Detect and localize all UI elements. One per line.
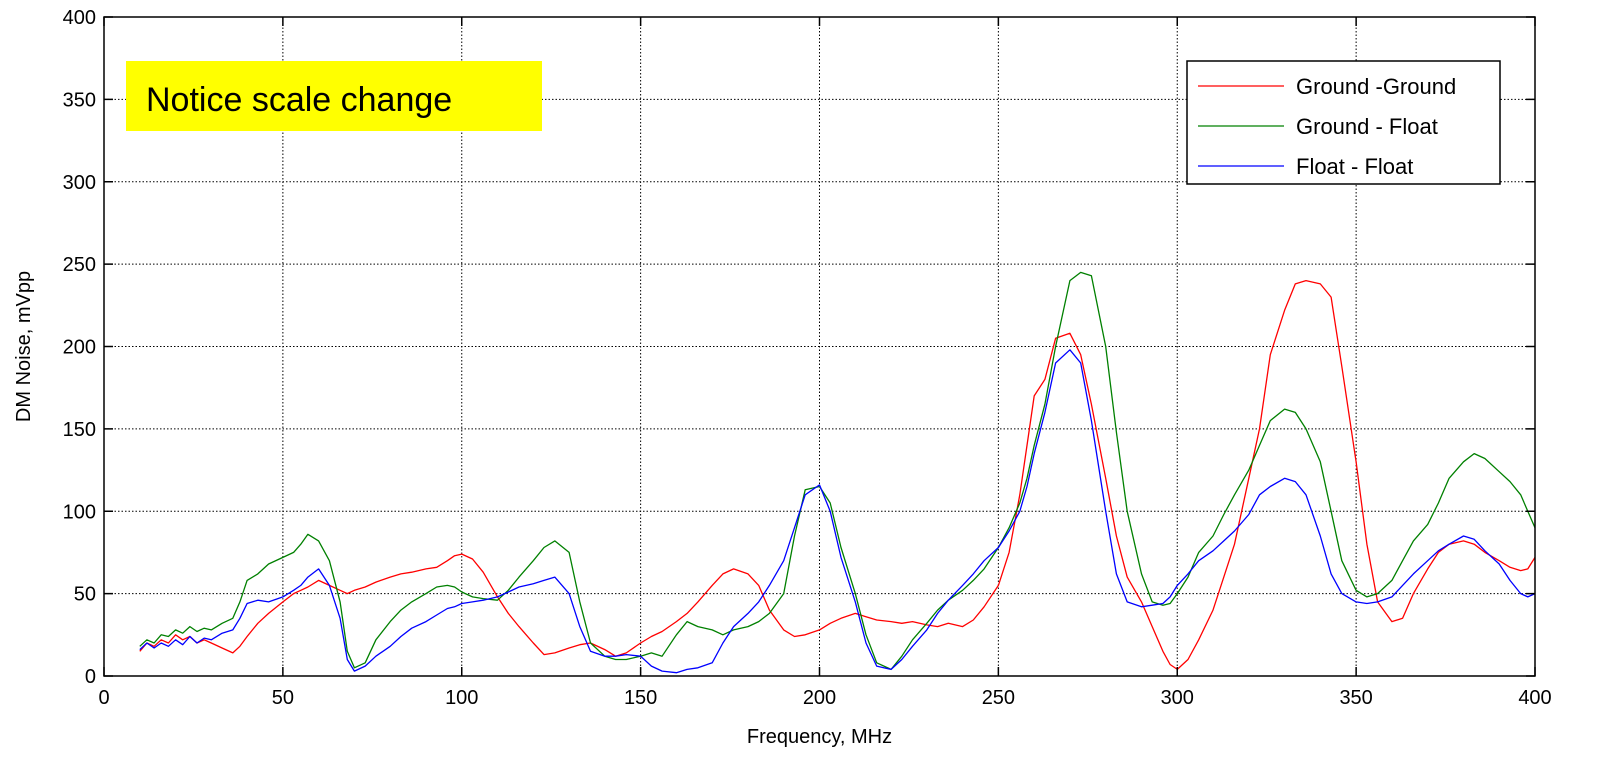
y-tick-label: 0: [85, 666, 96, 688]
x-tick-label: 400: [1518, 687, 1551, 709]
y-tick-label: 350: [63, 89, 96, 111]
series-line-3: [139, 349, 1536, 674]
plot-area: [139, 271, 1536, 674]
series-line-2: [139, 271, 1536, 671]
y-tick-label: 150: [63, 419, 96, 441]
legend-label-3: Float - Float: [1296, 154, 1413, 179]
y-axis-label: DM Noise, mVpp: [13, 271, 35, 422]
y-tick-label: 50: [74, 584, 96, 606]
y-tick-label: 100: [63, 501, 96, 523]
x-tick-label: 250: [982, 687, 1015, 709]
legend-label-2: Ground - Float: [1296, 114, 1438, 139]
x-tick-label: 300: [1161, 687, 1194, 709]
legend-box: [1186, 60, 1501, 185]
tick-labels: 0 50 100 150 200 250 300 350 400 0 50 100 150 200 250 3…: [63, 7, 1552, 709]
y-tick-label: 200: [63, 337, 96, 359]
x-tick-label: 100: [445, 687, 478, 709]
y-tick-label: 400: [63, 7, 96, 29]
legend-label-1: Ground -Ground: [1296, 74, 1456, 99]
axis-ticks: [103, 16, 1536, 677]
note-background: [126, 61, 542, 131]
x-tick-label: 0: [98, 687, 109, 709]
x-tick-label: 200: [803, 687, 836, 709]
x-tick-label: 350: [1339, 687, 1372, 709]
y-tick-label: 300: [63, 172, 96, 194]
note-text: Notice scale change: [146, 81, 452, 119]
scale-change-note: Notice scale change: [126, 61, 542, 131]
x-tick-label: 50: [272, 687, 294, 709]
legend: Ground -Ground Ground - Float Float - Floa…: [1186, 60, 1501, 185]
series-line-1: [139, 279, 1536, 671]
y-tick-label: 250: [63, 254, 96, 276]
x-tick-label: 150: [624, 687, 657, 709]
x-axis-label: Frequency, MHz: [747, 726, 892, 748]
